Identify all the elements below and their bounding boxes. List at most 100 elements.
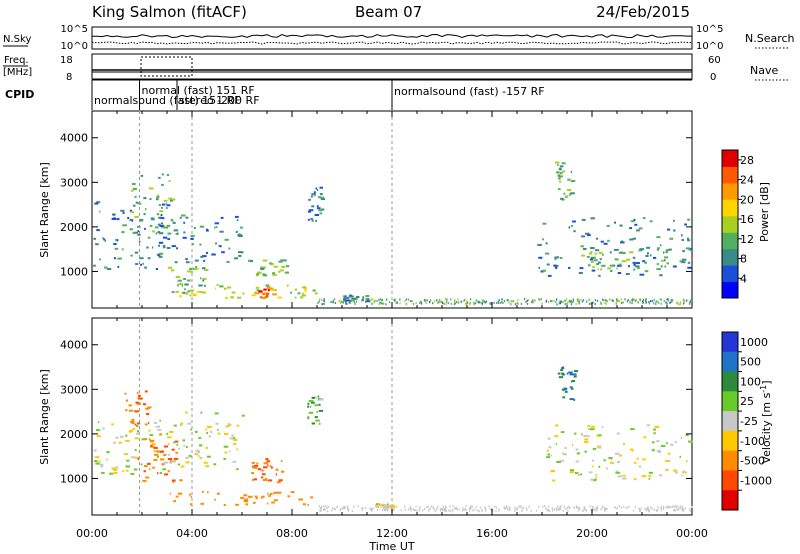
echo-cell	[597, 268, 599, 271]
echo-cell	[618, 505, 620, 508]
echo-cell	[316, 189, 319, 192]
echo-cell	[310, 217, 313, 220]
echo-cell	[362, 296, 364, 299]
echo-cell	[616, 298, 618, 301]
echo-cell	[112, 213, 116, 216]
echo-cell	[597, 261, 601, 264]
echo-cell	[653, 299, 655, 301]
echo-cell	[330, 301, 332, 303]
echo-cell	[262, 259, 268, 262]
echo-cell	[200, 255, 204, 258]
echo-cell	[465, 505, 467, 508]
echo-cell	[615, 470, 618, 473]
echo-cell	[227, 423, 231, 426]
echo-cell	[604, 508, 606, 511]
echo-cell	[338, 300, 340, 303]
echo-cell	[578, 302, 580, 305]
echo-cell	[234, 215, 239, 218]
echo-cell	[668, 505, 671, 508]
echo-cell	[600, 508, 602, 511]
echo-cell	[192, 243, 194, 246]
echo-cell	[605, 507, 607, 510]
echo-cell	[233, 443, 237, 445]
echo-cell	[125, 465, 131, 468]
echo-cell	[667, 228, 671, 231]
echo-cell	[231, 291, 236, 294]
echo-cell	[382, 506, 384, 509]
echo-cell	[576, 506, 578, 509]
echo-cell	[113, 243, 117, 246]
echo-cell	[517, 302, 519, 305]
echo-cell	[347, 507, 349, 510]
echo-cell	[114, 247, 119, 250]
echo-cell	[679, 505, 681, 508]
echo-cell	[498, 302, 500, 304]
echo-cell	[272, 272, 275, 275]
echo-cell	[176, 247, 178, 250]
echo-cell	[658, 474, 663, 477]
echo-cell	[437, 301, 439, 304]
echo-cell	[95, 429, 101, 432]
echo-cell	[663, 299, 665, 302]
echo-cell	[633, 263, 636, 266]
echo-cell	[590, 217, 595, 220]
power-colorbar-tick-label: 12	[740, 233, 754, 246]
echo-cell	[348, 301, 350, 304]
echo-cell	[126, 399, 129, 402]
echo-cell	[628, 505, 630, 508]
echo-cell	[620, 301, 623, 304]
echo-cell	[179, 216, 182, 219]
echo-cell	[595, 476, 597, 479]
echo-cell	[188, 454, 192, 457]
echo-cell	[114, 441, 116, 444]
echo-cell	[563, 505, 565, 508]
echo-cell	[361, 509, 363, 512]
echo-cell	[681, 509, 683, 512]
echo-cell	[409, 505, 411, 508]
echo-cell	[633, 218, 636, 221]
echo-cell	[567, 301, 569, 304]
echo-cell	[159, 252, 164, 255]
echo-cell	[582, 299, 585, 302]
echo-cell	[269, 287, 274, 290]
velocity-colorbar-tick-label: 25	[740, 395, 754, 408]
echo-cell	[131, 189, 134, 192]
echo-cell	[344, 298, 346, 301]
echo-cell	[215, 226, 218, 229]
echo-cell	[642, 298, 645, 301]
echo-cell	[250, 260, 253, 263]
nave-label: Nave	[750, 64, 778, 77]
echo-cell	[488, 505, 490, 508]
echo-cell	[157, 472, 159, 475]
echo-cell	[662, 251, 665, 254]
velocity-colorbar-swatch	[722, 430, 738, 452]
echo-cell	[259, 296, 263, 299]
echo-cell	[601, 507, 603, 510]
echo-cell	[185, 258, 188, 261]
echo-cell	[319, 212, 323, 215]
echo-cell	[612, 299, 614, 302]
echo-cell	[229, 450, 231, 453]
echo-cell	[192, 293, 197, 296]
echo-cell	[187, 279, 191, 282]
echo-cell	[152, 466, 155, 469]
echo-cell	[170, 269, 175, 272]
echo-cell	[588, 252, 593, 255]
echo-cell	[265, 458, 269, 461]
echo-cell	[267, 479, 273, 482]
echo-cell	[211, 253, 216, 256]
echo-cell	[636, 262, 640, 264]
echo-cell	[332, 299, 334, 302]
echo-cell	[478, 510, 480, 513]
echo-cell	[605, 302, 607, 305]
echo-cell	[415, 505, 417, 508]
echo-cell	[591, 478, 594, 481]
echo-cell	[622, 252, 626, 254]
echo-cell	[172, 460, 176, 462]
cpid-segment-label: normalsound (fast) 151 RF	[94, 94, 241, 107]
echo-cell	[283, 259, 287, 262]
echo-cell	[537, 244, 542, 246]
echo-cell	[351, 298, 353, 301]
